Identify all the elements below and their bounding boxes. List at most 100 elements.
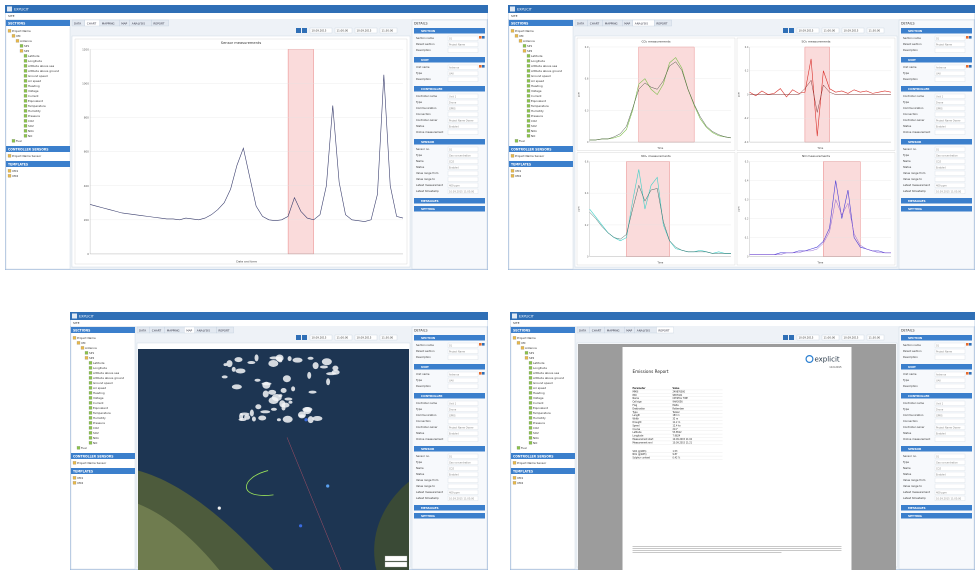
field-box[interactable] xyxy=(934,489,966,495)
field-box[interactable] xyxy=(934,129,966,135)
sidebar-item[interactable]: UM2 xyxy=(517,481,523,485)
field-box[interactable] xyxy=(934,371,966,377)
section-header[interactable] xyxy=(414,57,485,63)
field-box[interactable] xyxy=(447,412,479,418)
tab-label[interactable]: MAP xyxy=(121,21,127,25)
tree-item[interactable]: UM xyxy=(16,34,21,38)
sidebar-item[interactable]: Project Name Sensor xyxy=(517,461,547,465)
field-box[interactable] xyxy=(934,182,966,188)
tree-item[interactable]: Ground speed xyxy=(93,381,113,385)
section-header[interactable] xyxy=(901,86,972,92)
tree-item[interactable]: CO2 xyxy=(533,426,539,430)
field-box[interactable] xyxy=(934,424,966,430)
field-box[interactable] xyxy=(447,47,479,53)
tab-label[interactable]: DATA xyxy=(139,328,146,332)
date-field[interactable] xyxy=(354,334,378,341)
tab-label[interactable]: REPORT xyxy=(656,21,667,25)
edit-icon[interactable] xyxy=(479,65,482,68)
save-icon[interactable] xyxy=(969,372,972,375)
menu-item[interactable]: SITE xyxy=(511,14,518,18)
field-box[interactable] xyxy=(447,371,479,377)
field-box[interactable] xyxy=(447,117,479,123)
section-header[interactable] xyxy=(414,139,485,145)
date-field[interactable] xyxy=(821,334,840,341)
edit-icon[interactable] xyxy=(966,36,969,39)
tree-item[interactable]: UM xyxy=(81,341,86,345)
sidebar-item[interactable]: Project Name Sensor xyxy=(515,154,545,158)
tree-item[interactable]: Humidity xyxy=(533,416,546,420)
tree-item[interactable]: Latitude xyxy=(531,54,543,58)
tree-item[interactable]: Altitude above sea xyxy=(533,371,559,375)
menu-item[interactable]: SITE xyxy=(513,321,520,325)
field-box[interactable] xyxy=(934,418,966,424)
field-box[interactable] xyxy=(934,430,966,436)
field-box[interactable] xyxy=(934,176,966,182)
tree-item[interactable]: Fuel xyxy=(16,139,22,143)
tab-label[interactable]: CHART xyxy=(592,328,602,332)
field-box[interactable] xyxy=(447,354,479,360)
sidebar-item[interactable]: UM1 xyxy=(12,169,18,173)
tree-item[interactable]: Pressure xyxy=(93,421,105,425)
tree-item[interactable]: Temperature xyxy=(532,411,551,415)
sidebar-item[interactable]: UM1 xyxy=(77,476,83,480)
field-box[interactable] xyxy=(934,170,966,176)
tree-item[interactable]: Antenna xyxy=(525,346,537,350)
tab-label[interactable]: MAP xyxy=(186,328,192,332)
field-box[interactable] xyxy=(934,146,966,152)
tree-item[interactable]: Air speed xyxy=(28,79,41,83)
section-header[interactable] xyxy=(414,513,485,519)
tree-item[interactable]: Altitude above sea xyxy=(28,64,54,68)
tree-item[interactable]: Antenna xyxy=(20,39,32,43)
date-field[interactable] xyxy=(866,27,885,34)
tree-item[interactable]: SP2 xyxy=(89,356,94,360)
field-box[interactable] xyxy=(934,111,966,117)
date-field[interactable] xyxy=(379,334,398,341)
field-box[interactable] xyxy=(447,70,479,76)
date-field[interactable] xyxy=(334,27,353,34)
tree-item[interactable]: Longitude xyxy=(533,366,547,370)
field-box[interactable] xyxy=(447,35,479,41)
tree-item[interactable]: Temperature xyxy=(92,411,111,415)
field-box[interactable] xyxy=(934,400,966,406)
field-box[interactable] xyxy=(447,400,479,406)
tree-item[interactable]: Latitude xyxy=(93,361,105,365)
field-box[interactable] xyxy=(447,406,479,412)
sidebar-item[interactable]: UM2 xyxy=(12,174,18,178)
field-box[interactable] xyxy=(447,377,479,383)
field-box[interactable] xyxy=(447,99,479,105)
tree-item[interactable]: Current xyxy=(533,401,544,405)
tab[interactable] xyxy=(656,326,674,334)
sidebar-item[interactable]: UM1 xyxy=(515,169,521,173)
section-header[interactable] xyxy=(901,139,972,145)
field-box[interactable] xyxy=(934,383,966,389)
field-box[interactable] xyxy=(447,111,479,117)
tree-item[interactable]: Antenna xyxy=(85,346,97,350)
edit-icon[interactable] xyxy=(966,372,969,375)
tree-item[interactable]: Voltage xyxy=(28,89,39,93)
field-box[interactable] xyxy=(934,483,966,489)
tree-item[interactable]: Air speed xyxy=(93,386,106,390)
field-box[interactable] xyxy=(447,489,479,495)
field-box[interactable] xyxy=(447,146,479,152)
tab-label[interactable]: DATA xyxy=(74,21,81,25)
field-box[interactable] xyxy=(447,41,479,47)
toolbar-button[interactable] xyxy=(302,335,307,340)
field-box[interactable] xyxy=(447,123,479,129)
field-box[interactable] xyxy=(447,459,479,465)
field-box[interactable] xyxy=(934,105,966,111)
section-header[interactable] xyxy=(901,505,972,511)
toolbar-button[interactable] xyxy=(302,28,307,33)
tree-item[interactable]: Latitude xyxy=(28,54,40,58)
tree-item[interactable]: Fuel xyxy=(81,446,87,450)
field-box[interactable] xyxy=(934,342,966,348)
date-field[interactable] xyxy=(821,27,840,34)
tree-item[interactable]: NO xyxy=(93,441,98,445)
tree-item[interactable]: Pressure xyxy=(533,421,545,425)
tree-item[interactable]: Heading xyxy=(28,84,40,88)
save-icon[interactable] xyxy=(482,372,485,375)
tree-item[interactable]: Voltage xyxy=(533,396,544,400)
field-box[interactable] xyxy=(934,123,966,129)
tab-label[interactable]: ANALYSIS xyxy=(132,21,145,25)
tree-item[interactable]: SP2 xyxy=(529,356,534,360)
tree-item[interactable]: SP1 xyxy=(89,351,94,355)
